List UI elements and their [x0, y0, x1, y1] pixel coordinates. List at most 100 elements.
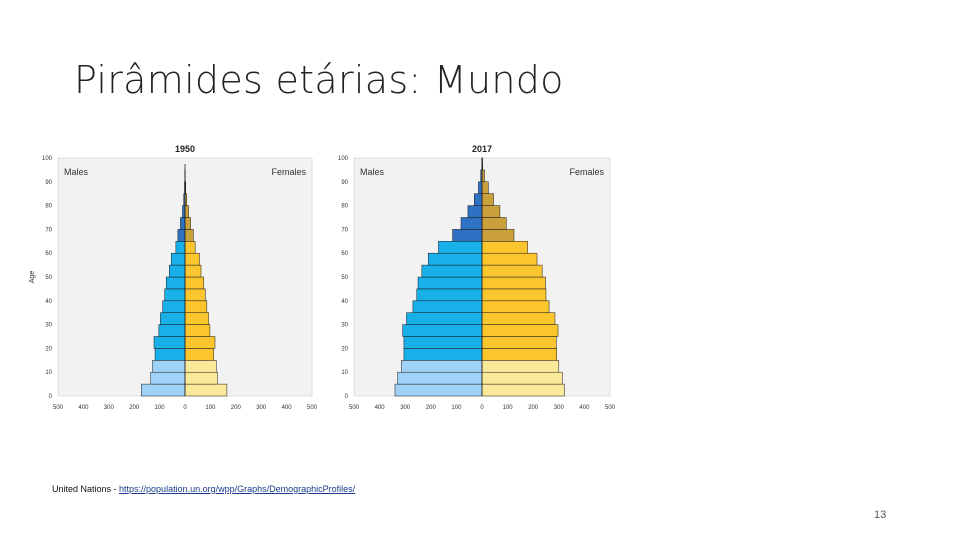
- bar-female: [481, 193, 494, 206]
- y-tick-label: 80: [341, 204, 348, 210]
- legend-females: Females: [271, 167, 306, 177]
- bar-female: [481, 360, 560, 373]
- bar-female: [184, 241, 196, 254]
- x-tick-label: 300: [104, 405, 115, 411]
- bar-female: [184, 371, 218, 385]
- bar-female: [481, 312, 556, 325]
- y-tick-label: 70: [341, 227, 348, 233]
- bar-female: [184, 229, 194, 242]
- bar-male: [406, 312, 483, 325]
- source-citation: United Nations - https://population.un.o…: [52, 484, 355, 494]
- bar-female: [184, 252, 200, 266]
- bar-female: [481, 276, 546, 290]
- x-tick-label: 300: [256, 405, 267, 411]
- chart-title: 2017: [472, 144, 492, 154]
- x-tick-label: 500: [605, 405, 616, 411]
- bar-female: [184, 383, 228, 397]
- y-tick-label: 60: [45, 251, 52, 257]
- y-tick-label: 70: [45, 227, 52, 233]
- bar-male: [438, 241, 483, 254]
- x-tick-label: 400: [375, 405, 386, 411]
- y-tick-label: 60: [341, 251, 348, 257]
- x-tick-label: 200: [231, 405, 242, 411]
- bar-female: [184, 288, 206, 302]
- bar-female: [481, 324, 559, 337]
- bar-male: [401, 360, 483, 373]
- bar-female: [184, 348, 214, 361]
- bar-male: [150, 371, 186, 385]
- y-tick-label: 30: [341, 323, 348, 329]
- x-tick-label: 400: [579, 405, 590, 411]
- bar-male: [412, 300, 483, 313]
- x-tick-label: 200: [426, 405, 437, 411]
- x-tick-label: 400: [78, 405, 89, 411]
- bar-male: [394, 383, 483, 397]
- bar-female: [481, 300, 550, 313]
- x-tick-label: 500: [307, 405, 318, 411]
- legend-males: Males: [360, 167, 385, 177]
- bar-female: [184, 360, 217, 373]
- bar-male: [180, 217, 186, 230]
- bar-female: [184, 324, 211, 337]
- bar-male: [417, 276, 483, 290]
- bar-female: [481, 348, 558, 361]
- bar-male: [478, 181, 483, 194]
- y-tick-label: 20: [341, 346, 348, 352]
- y-tick-label: 50: [341, 275, 348, 281]
- bar-female: [184, 205, 189, 218]
- bar-male: [427, 252, 483, 266]
- y-tick-label: 0: [345, 394, 349, 400]
- bar-female: [481, 371, 563, 385]
- bar-female: [481, 288, 547, 302]
- y-tick-label: 50: [45, 275, 52, 281]
- x-tick-label: 0: [183, 405, 187, 411]
- y-tick-label: 100: [42, 156, 53, 162]
- x-tick-label: 400: [282, 405, 293, 411]
- bar-male: [397, 371, 483, 385]
- bar-female: [481, 205, 501, 218]
- bar-female: [184, 264, 202, 278]
- bar-male: [171, 252, 186, 266]
- bar-female: [481, 229, 515, 242]
- bar-male: [175, 241, 186, 254]
- bar-male: [467, 205, 483, 218]
- x-tick-label: 100: [205, 405, 216, 411]
- x-tick-label: 300: [400, 405, 411, 411]
- page-number: 13: [874, 509, 887, 521]
- bar-female: [481, 264, 543, 278]
- bar-female: [481, 217, 507, 230]
- x-tick-label: 200: [129, 405, 140, 411]
- y-tick-label: 80: [45, 204, 52, 210]
- bar-female: [184, 300, 208, 313]
- bar-female: [481, 181, 489, 194]
- y-tick-label: 20: [45, 346, 52, 352]
- bar-male: [165, 276, 186, 290]
- x-tick-label: 0: [480, 405, 484, 411]
- bar-male: [141, 383, 186, 397]
- bar-female: [184, 336, 216, 349]
- chart-title: 1950: [175, 144, 195, 154]
- bar-male: [474, 193, 483, 206]
- bar-male: [177, 229, 186, 242]
- x-tick-label: 300: [554, 405, 565, 411]
- bar-male: [158, 324, 186, 337]
- bar-male: [162, 300, 186, 313]
- bar-male: [154, 348, 186, 361]
- y-tick-label: 90: [341, 180, 348, 186]
- source-link[interactable]: https://population.un.org/wpp/Graphs/Dem…: [119, 484, 356, 494]
- bar-male: [416, 288, 483, 302]
- bar-female: [481, 252, 538, 266]
- y-tick-label: 40: [45, 299, 52, 305]
- y-axis-label: Age: [29, 271, 36, 284]
- bar-male: [160, 312, 186, 325]
- x-tick-label: 200: [528, 405, 539, 411]
- source-prefix: United Nations -: [52, 484, 120, 494]
- y-tick-label: 10: [45, 370, 52, 376]
- y-tick-label: 10: [341, 370, 348, 376]
- bar-male: [421, 264, 483, 278]
- legend-males: Males: [64, 167, 89, 177]
- y-tick-label: 30: [45, 323, 52, 329]
- bar-male: [452, 229, 483, 242]
- y-tick-label: 100: [338, 156, 349, 162]
